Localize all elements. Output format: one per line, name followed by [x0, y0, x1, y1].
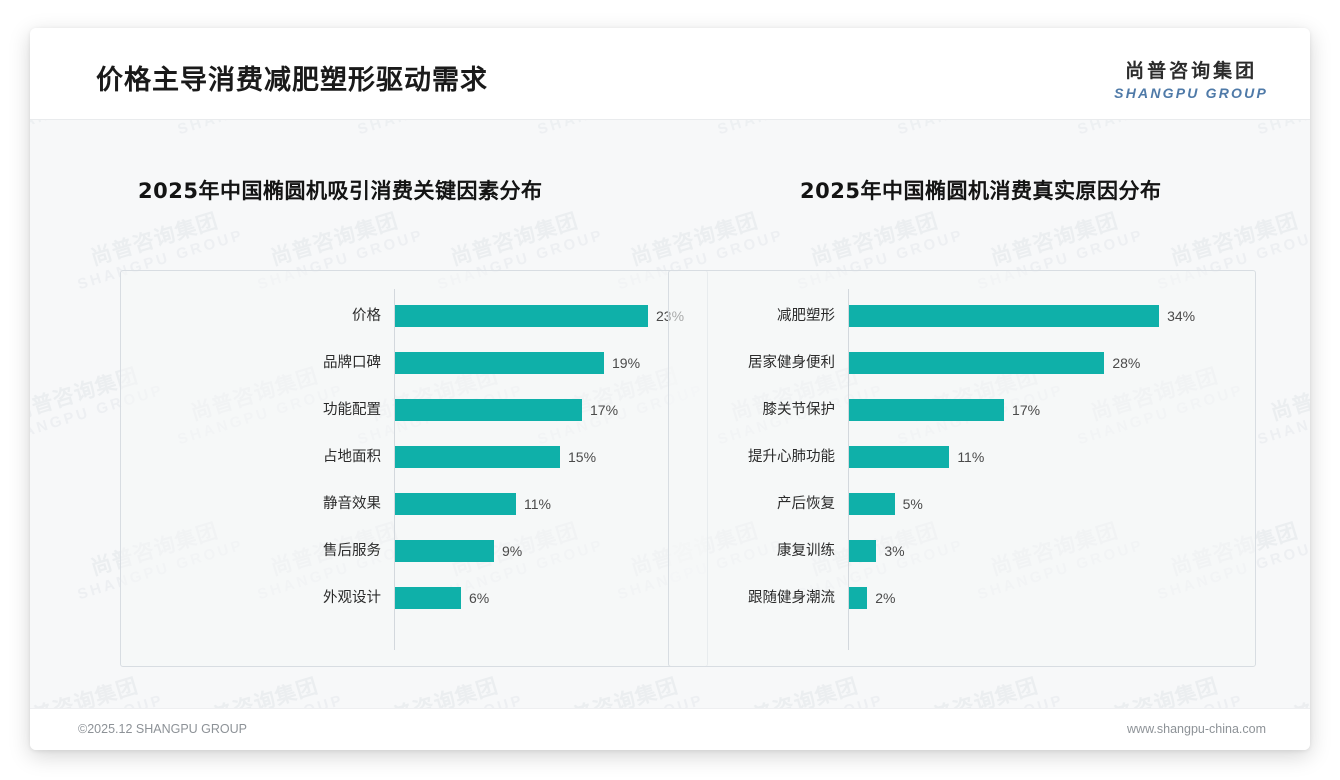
chart-panel-right: 减肥塑形 34% 居家健身便利 28% 膝关节保护 17% 提升心肺功能 11% 产后恢复 5% 康…	[668, 270, 1256, 667]
chart-bar-row: 功能配置 17%	[121, 397, 707, 423]
bar-value-label: 17%	[1012, 402, 1041, 418]
brand-logo: 尚普咨询集团 SHANGPU GROUP	[1114, 56, 1268, 101]
bar-value-label: 11%	[524, 496, 551, 512]
bar-category-label: 产后恢复	[777, 496, 835, 512]
chart-bar-row: 品牌口碑 19%	[121, 350, 707, 376]
chart-title-left: 2025年中国椭圆机吸引消费关键因素分布	[138, 179, 543, 203]
bar-category-label: 品牌口碑	[323, 355, 381, 371]
chart-axis-line	[848, 289, 849, 650]
chart-bar-row: 居家健身便利 28%	[669, 350, 1255, 376]
chart-bar-row: 售后服务 9%	[121, 538, 707, 564]
chart-axis-line	[394, 289, 395, 650]
slide-body: 2025年中国椭圆机吸引消费关键因素分布 价格23% 品牌口碑 19% 功能配置 17%…	[30, 120, 1310, 708]
bar-category-label: 康复训练	[777, 543, 835, 559]
bar-category-label: 跟随健身潮流	[748, 590, 835, 606]
bar-value-label: 9%	[502, 543, 523, 559]
chart-bar-row: 康复训练 3%	[669, 538, 1255, 564]
bar-segment	[849, 305, 1160, 327]
chart-bar-row: 跟随健身潮流 2%	[669, 585, 1255, 611]
chart-bar-row: 减肥塑形 34%	[669, 303, 1255, 329]
bar-segment	[395, 446, 560, 468]
bar-segment	[395, 587, 461, 609]
bar-category-label: 价格	[352, 308, 381, 324]
bar-value-label: 28%	[1112, 355, 1141, 371]
bar-value-label: 3%	[884, 543, 905, 559]
chart-panel-left: 价格23% 品牌口碑 19% 功能配置 17% 占地面积 15% 静音效果 11% 售后服务 9% 外…	[120, 270, 708, 667]
bar-value-label: 17%	[590, 402, 619, 418]
bar-category-label: 居家健身便利	[748, 355, 835, 371]
chart-bar-row: 产后恢复 5%	[669, 491, 1255, 517]
bar-category-label: 提升心肺功能	[748, 449, 835, 465]
chart-bar-row: 静音效果 11%	[121, 491, 707, 517]
bar-segment	[395, 352, 604, 374]
chart-bar-row: 外观设计 6%	[121, 585, 707, 611]
bar-category-label: 功能配置	[323, 402, 381, 418]
bar-chart-right: 减肥塑形 34% 居家健身便利 28% 膝关节保护 17% 提升心肺功能 11% 产后恢复 5% 康…	[669, 271, 1255, 666]
bar-value-label: 15%	[568, 449, 597, 465]
chart-bar-row: 占地面积 15%	[121, 444, 707, 470]
slide-header: 价格主导消费减肥塑形驱动需求 尚普咨询集团 SHANGPU GROUP	[30, 28, 1310, 120]
bar-value-label: 2%	[875, 590, 896, 606]
bar-segment	[395, 540, 494, 562]
bar-segment	[849, 352, 1105, 374]
bar-category-label: 静音效果	[323, 496, 381, 512]
copyright-text: ©2025.12 SHANGPU GROUP	[78, 722, 247, 736]
bar-segment	[395, 399, 582, 421]
bar-value-label: 34%	[1167, 308, 1196, 324]
chart-bar-row: 提升心肺功能 11%	[669, 444, 1255, 470]
chart-title-right: 2025年中国椭圆机消费真实原因分布	[800, 179, 1162, 203]
bar-segment	[849, 399, 1005, 421]
brand-name-cn: 尚普咨询集团	[1125, 60, 1258, 82]
bar-segment	[849, 493, 895, 515]
bar-value-label: 11%	[957, 449, 985, 465]
bar-value-label: 6%	[469, 590, 490, 606]
chart-bar-row: 价格23%	[121, 303, 707, 329]
bar-segment	[849, 540, 877, 562]
bar-category-label: 减肥塑形	[777, 308, 835, 324]
bar-segment	[849, 587, 868, 609]
chart-bar-row: 膝关节保护 17%	[669, 397, 1255, 423]
bar-category-label: 膝关节保护	[762, 402, 836, 418]
website-link[interactable]: www.shangpu-china.com	[1127, 722, 1266, 736]
slide-footer: ©2025.12 SHANGPU GROUP www.shangpu-china…	[30, 708, 1310, 750]
slide-canvas: 尚普咨询集团 SHANGPU GROUP 尚普咨询集团 SHANGPU GROUP 尚普…	[30, 28, 1310, 750]
page-title: 价格主导消费减肥塑形驱动需求	[96, 65, 488, 96]
bar-segment	[849, 446, 950, 468]
bar-value-label: 19%	[612, 355, 641, 371]
brand-name-en: SHANGPU GROUP	[1114, 85, 1268, 101]
bar-chart-left: 价格23% 品牌口碑 19% 功能配置 17% 占地面积 15% 静音效果 11% 售后服务 9% 外…	[121, 271, 707, 666]
bar-category-label: 占地面积	[323, 449, 381, 465]
bar-category-label: 售后服务	[323, 543, 381, 559]
bar-category-label: 外观设计	[323, 590, 381, 606]
bar-segment	[395, 493, 516, 515]
bar-segment	[395, 305, 648, 327]
bar-value-label: 5%	[902, 496, 923, 512]
